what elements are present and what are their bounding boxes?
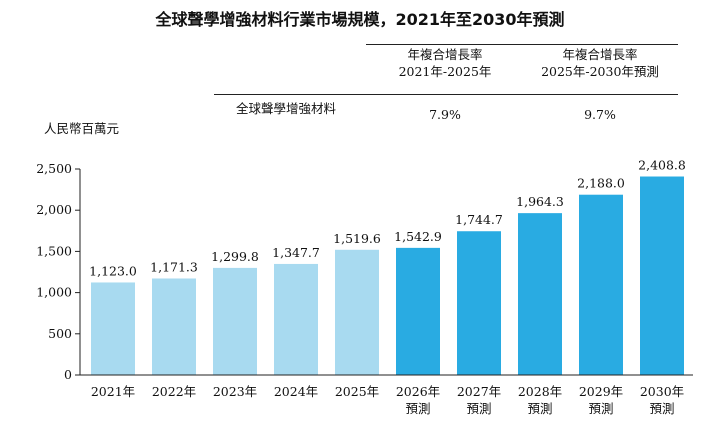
x-tick-label-forecast: 預測	[466, 401, 491, 416]
chart-title: 全球聲學增強材料行業市場規模，2021年至2030年預測	[155, 10, 565, 29]
x-tick-label: 2021年	[91, 384, 135, 399]
cagr-header-1-line1: 年複合增長率	[407, 47, 483, 62]
cagr-value-2: 9.7%	[584, 107, 616, 122]
cagr-header-2: 年複合增長率 2025年-2030年預測	[515, 46, 685, 80]
bar	[274, 263, 318, 375]
bar-value-label: 2,408.8	[638, 158, 686, 173]
y-axis-label: 人民幣百萬元	[44, 121, 120, 136]
cagr-top-rule	[366, 44, 678, 45]
bar-value-label: 1,964.3	[516, 194, 564, 209]
bar-value-label: 1,123.0	[89, 263, 137, 278]
bar	[213, 267, 257, 375]
cagr-header-2-line2: 2025年-2030年預測	[541, 64, 659, 79]
bar	[335, 249, 379, 375]
bar-value-label: 2,188.0	[577, 176, 625, 191]
y-tick-label: 1,500	[36, 243, 72, 258]
x-tick-label: 2024年	[274, 384, 318, 399]
y-tick-label: 500	[48, 326, 72, 341]
cagr-divider-rule	[214, 94, 678, 95]
bar	[579, 194, 623, 375]
bar-value-label: 1,171.3	[150, 259, 198, 274]
bar-value-label: 1,347.7	[272, 245, 320, 260]
bar	[518, 213, 562, 375]
bar-value-label: 1,542.9	[394, 229, 442, 244]
cagr-row-label: 全球聲學增強材料	[236, 101, 337, 116]
bar	[396, 247, 440, 375]
bar	[152, 278, 196, 375]
x-tick-label-forecast: 預測	[405, 401, 430, 416]
bar-value-label: 1,519.6	[333, 231, 381, 246]
x-tick-label: 2030年	[640, 384, 684, 399]
bar-value-label: 1,744.7	[455, 212, 503, 227]
x-tick-label: 2026年	[396, 384, 440, 399]
bar	[457, 231, 501, 375]
bar	[640, 176, 684, 375]
cagr-header-1-line2: 2021年-2025年	[398, 64, 492, 79]
x-tick-label: 2022年	[152, 384, 196, 399]
cagr-header-1: 年複合增長率 2021年-2025年	[370, 46, 520, 80]
x-tick-label-forecast: 預測	[527, 401, 552, 416]
y-tick-label: 1,000	[36, 285, 72, 300]
x-tick-label-forecast: 預測	[588, 401, 613, 416]
y-tick-label: 0	[64, 367, 72, 382]
x-tick-label-forecast: 預測	[649, 401, 674, 416]
bar	[91, 282, 135, 375]
cagr-header-2-line1: 年複合增長率	[562, 47, 638, 62]
cagr-value-1: 7.9%	[429, 107, 461, 122]
x-tick-label: 2027年	[457, 384, 501, 399]
x-tick-label: 2023年	[213, 384, 257, 399]
y-tick-label: 2,000	[36, 202, 72, 217]
bars: 1,123.0 1,171.3 1,299.8 1,347.7 1,519.6 1,542…	[89, 158, 686, 375]
bar-value-label: 1,299.8	[211, 249, 259, 264]
x-tick-label: 2028年	[518, 384, 562, 399]
y-tick-label: 2,500	[36, 161, 72, 176]
x-tick-label: 2025年	[335, 384, 379, 399]
x-tick-label: 2029年	[579, 384, 623, 399]
y-axis: 0 500 1,000 1,500 2,000 2,500	[36, 161, 81, 382]
